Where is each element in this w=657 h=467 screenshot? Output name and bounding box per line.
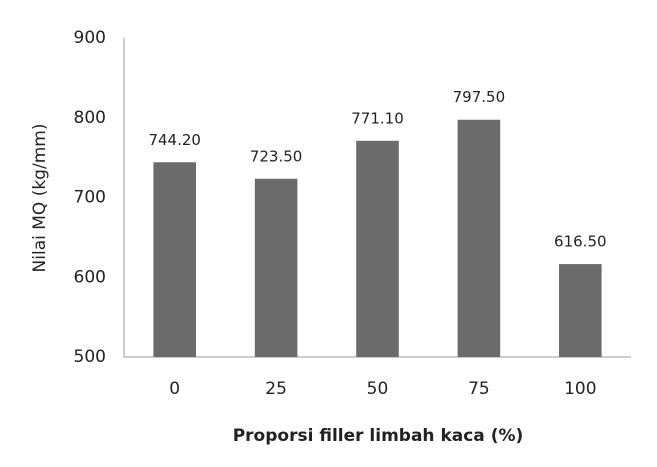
- x-tick-label: 75: [468, 379, 490, 399]
- value-label: 616.50: [554, 233, 607, 251]
- y-axis-title: Nilai MQ (kg/mm): [30, 124, 50, 273]
- y-tick-label: 900: [74, 28, 106, 48]
- x-tick-label: 25: [265, 379, 287, 399]
- y-tick-label: 500: [74, 347, 106, 367]
- value-label: 744.20: [148, 131, 201, 149]
- value-label: 771.10: [351, 109, 404, 127]
- y-tick-label: 700: [74, 188, 106, 208]
- value-label: 723.50: [250, 147, 303, 165]
- bar: [457, 119, 501, 358]
- y-tick-label: 800: [74, 108, 106, 128]
- x-tick-label: 50: [367, 379, 389, 399]
- bar: [559, 264, 602, 357]
- value-label: 797.50: [453, 88, 506, 106]
- bar: [153, 162, 196, 357]
- bar: [254, 178, 298, 357]
- bar: [356, 140, 399, 357]
- y-tick-label: 600: [74, 267, 106, 287]
- x-axis-title: Proporsi filler limbah kaca (%): [233, 426, 524, 446]
- x-tick-label: 0: [169, 379, 180, 399]
- x-tick-label: 100: [564, 379, 596, 399]
